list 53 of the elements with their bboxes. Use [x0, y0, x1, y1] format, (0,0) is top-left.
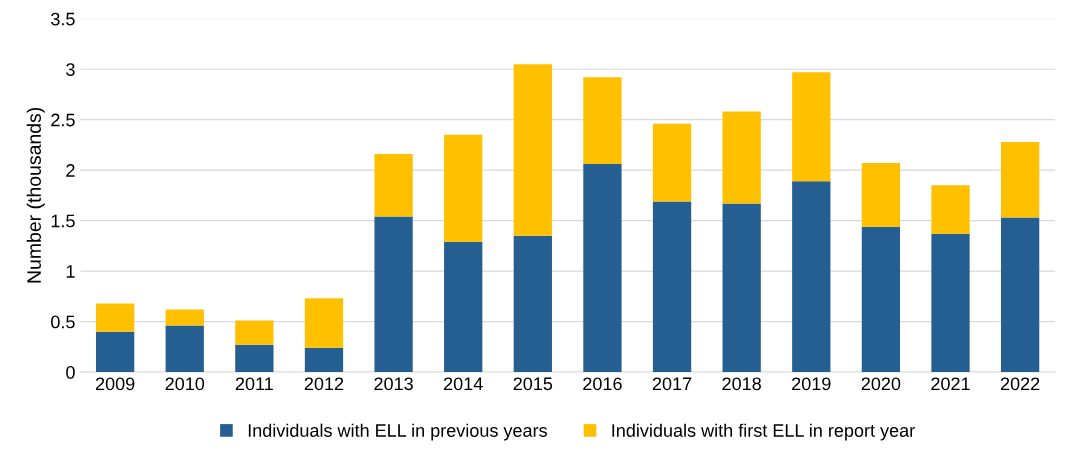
bar: [1000, 141, 1040, 218]
x-tick-label: 2021: [931, 377, 970, 391]
x-tick-label: 2010: [165, 377, 205, 391]
bar: [95, 331, 135, 373]
x-tick-label: 2014: [444, 377, 483, 391]
legend-label: Individuals with first ELL in report year: [612, 423, 915, 441]
y-tick-label: 0: [66, 365, 75, 379]
bar: [583, 77, 622, 165]
x-tick-label: 2018: [722, 377, 761, 391]
legend-label: Individuals with ELL in previous years: [248, 423, 547, 441]
bar: [1000, 217, 1040, 373]
bar: [444, 241, 483, 373]
y-tick-label: 1.5: [51, 214, 75, 228]
x-tick-label: 2017: [652, 377, 692, 391]
x-tick-label: 2012: [304, 377, 344, 391]
bar: [304, 347, 344, 373]
bar: [722, 203, 761, 373]
y-tick-label: 2: [66, 164, 75, 177]
y-tick-label: 2.5: [51, 113, 75, 127]
bar: [444, 134, 483, 242]
x-tick-label: 2019: [792, 377, 831, 391]
bar: [374, 154, 413, 217]
y-tick-label: 3: [66, 63, 75, 76]
y-tick-label: 1: [66, 265, 75, 278]
bar: [95, 303, 135, 332]
bar: [513, 235, 552, 373]
bar: [165, 325, 204, 373]
bar: [652, 123, 692, 202]
y-tick-label: 3.5: [51, 12, 75, 26]
x-tick-label: 2013: [374, 377, 413, 391]
bar: [861, 226, 901, 373]
bar: [304, 298, 344, 348]
bar: [931, 185, 970, 234]
y-axis-title: Number (thousands): [26, 107, 45, 283]
x-tick-label: 2016: [583, 377, 622, 391]
bar: [722, 111, 761, 204]
bar: [652, 201, 692, 373]
bar: [792, 181, 831, 373]
bar: [861, 163, 901, 227]
y-tick-label: 0.5: [51, 315, 75, 329]
bar: [931, 233, 970, 373]
x-tick-label: 2015: [513, 377, 553, 391]
x-tick-label: 2009: [95, 377, 135, 391]
bar: [235, 320, 274, 345]
bar: [583, 164, 622, 373]
bar: [374, 216, 413, 373]
x-tick-label: 2011: [235, 377, 273, 391]
x-tick-label: 2022: [1000, 377, 1040, 391]
bar: [513, 64, 552, 236]
bar: [235, 344, 274, 373]
bar: [792, 72, 831, 182]
x-tick-label: 2020: [861, 377, 901, 391]
bar: [165, 309, 204, 326]
